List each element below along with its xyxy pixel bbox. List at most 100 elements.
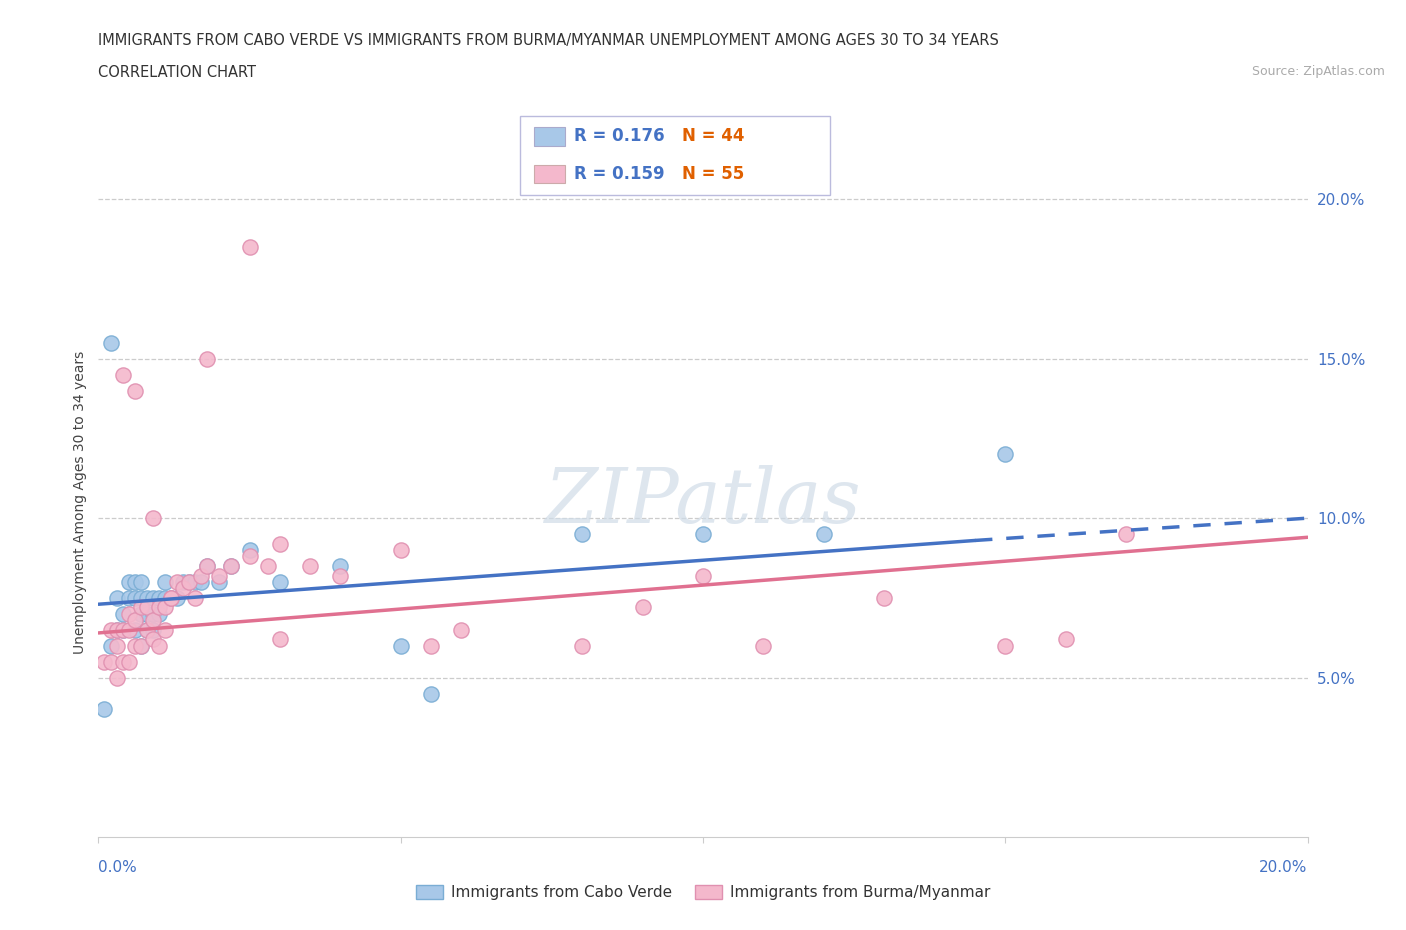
Point — [172, 581, 194, 596]
Point — [419, 638, 441, 653]
Point — [269, 537, 291, 551]
Point — [111, 622, 134, 637]
Point — [631, 600, 654, 615]
Point — [752, 638, 775, 653]
Point — [129, 638, 152, 653]
Point — [111, 367, 134, 382]
Point — [813, 526, 835, 541]
Point — [994, 447, 1017, 462]
Point — [111, 622, 134, 637]
Point — [571, 638, 593, 653]
Point — [153, 575, 176, 590]
Point — [221, 559, 243, 574]
Point — [571, 526, 593, 541]
Point — [239, 549, 262, 564]
Point — [148, 606, 170, 621]
Point — [93, 654, 115, 669]
Text: Source: ZipAtlas.com: Source: ZipAtlas.com — [1251, 65, 1385, 78]
Text: 20.0%: 20.0% — [1260, 860, 1308, 875]
Point — [129, 606, 152, 621]
Point — [148, 591, 170, 605]
Point — [195, 559, 218, 574]
Point — [190, 568, 212, 583]
Point — [129, 600, 152, 615]
Point — [142, 511, 165, 525]
Point — [118, 654, 141, 669]
Point — [692, 526, 714, 541]
Point — [93, 702, 115, 717]
Point — [299, 559, 322, 574]
Point — [111, 654, 134, 669]
Point — [142, 591, 165, 605]
Point — [389, 542, 412, 557]
Text: N = 55: N = 55 — [682, 165, 744, 183]
Point — [142, 606, 165, 621]
Text: 0.0%: 0.0% — [98, 860, 138, 875]
Point — [177, 575, 201, 590]
Point — [118, 622, 141, 637]
Point — [269, 575, 291, 590]
Point — [124, 383, 146, 398]
Point — [166, 591, 188, 605]
Point — [195, 559, 218, 574]
Point — [142, 622, 165, 637]
Text: R = 0.159: R = 0.159 — [574, 165, 664, 183]
Point — [184, 575, 207, 590]
Point — [118, 575, 141, 590]
Point — [239, 542, 262, 557]
Point — [100, 336, 122, 351]
Text: CORRELATION CHART: CORRELATION CHART — [98, 65, 256, 80]
Point — [111, 606, 134, 621]
Point — [148, 600, 170, 615]
Point — [118, 606, 141, 621]
Point — [195, 352, 218, 366]
Point — [1115, 526, 1137, 541]
Point — [190, 575, 212, 590]
Point — [124, 613, 146, 628]
Point — [221, 559, 243, 574]
Point — [208, 568, 231, 583]
Text: IMMIGRANTS FROM CABO VERDE VS IMMIGRANTS FROM BURMA/MYANMAR UNEMPLOYMENT AMONG A: IMMIGRANTS FROM CABO VERDE VS IMMIGRANTS… — [98, 33, 1000, 47]
Point — [135, 606, 157, 621]
Point — [160, 591, 183, 605]
Point — [142, 631, 165, 646]
Point — [153, 591, 176, 605]
Point — [124, 591, 146, 605]
Point — [153, 622, 176, 637]
Point — [1054, 631, 1077, 646]
Point — [692, 568, 714, 583]
Text: N = 44: N = 44 — [682, 126, 744, 145]
Point — [135, 600, 157, 615]
Point — [124, 638, 146, 653]
Point — [389, 638, 412, 653]
Point — [135, 622, 157, 637]
Point — [419, 686, 441, 701]
Point — [269, 631, 291, 646]
Point — [329, 568, 352, 583]
Point — [239, 240, 262, 255]
Point — [208, 575, 231, 590]
Text: R = 0.176: R = 0.176 — [574, 126, 664, 145]
Point — [160, 591, 183, 605]
Point — [994, 638, 1017, 653]
Point — [172, 575, 194, 590]
Point — [873, 591, 896, 605]
Point — [100, 654, 122, 669]
Point — [160, 591, 183, 605]
Point — [135, 622, 157, 637]
Point — [105, 622, 128, 637]
Point — [118, 591, 141, 605]
Point — [105, 671, 128, 685]
Point — [450, 622, 472, 637]
Point — [129, 591, 152, 605]
Point — [148, 638, 170, 653]
Point — [256, 559, 278, 574]
Point — [105, 622, 128, 637]
Point — [129, 575, 152, 590]
Point — [135, 591, 157, 605]
Text: ZIPatlas: ZIPatlas — [544, 465, 862, 539]
Point — [329, 559, 352, 574]
Point — [105, 591, 128, 605]
Legend: Immigrants from Cabo Verde, Immigrants from Burma/Myanmar: Immigrants from Cabo Verde, Immigrants f… — [409, 879, 997, 907]
Point — [124, 575, 146, 590]
